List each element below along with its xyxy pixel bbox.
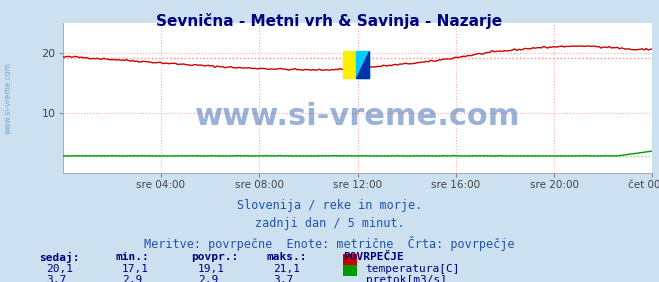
Text: pretok[m3/s]: pretok[m3/s] — [366, 275, 447, 282]
Text: POVRPEČJE: POVRPEČJE — [343, 252, 403, 262]
Text: 19,1: 19,1 — [198, 264, 225, 274]
Text: 2,9: 2,9 — [198, 275, 218, 282]
Text: maks.:: maks.: — [267, 252, 307, 262]
Text: sedaj:: sedaj: — [40, 252, 80, 263]
Text: 21,1: 21,1 — [273, 264, 301, 274]
Text: Sevnična - Metni vrh & Savinja - Nazarje: Sevnična - Metni vrh & Savinja - Nazarje — [156, 13, 503, 29]
Text: 3,7: 3,7 — [46, 275, 67, 282]
Bar — [343, 51, 356, 78]
Text: povpr.:: povpr.: — [191, 252, 239, 262]
Text: temperatura[C]: temperatura[C] — [366, 264, 460, 274]
Bar — [356, 51, 369, 78]
Text: www.si-vreme.com: www.si-vreme.com — [3, 62, 13, 134]
Text: 2,9: 2,9 — [122, 275, 142, 282]
Text: 3,7: 3,7 — [273, 275, 294, 282]
Text: www.si-vreme.com: www.si-vreme.com — [195, 102, 520, 131]
Text: Slovenija / reke in morje.: Slovenija / reke in morje. — [237, 199, 422, 212]
Polygon shape — [356, 51, 369, 78]
Text: zadnji dan / 5 minut.: zadnji dan / 5 minut. — [254, 217, 405, 230]
Text: Meritve: povrpečne  Enote: metrične  Črta: povrpečje: Meritve: povrpečne Enote: metrične Črta:… — [144, 236, 515, 251]
Text: 20,1: 20,1 — [46, 264, 73, 274]
Text: min.:: min.: — [115, 252, 149, 262]
Text: 17,1: 17,1 — [122, 264, 149, 274]
